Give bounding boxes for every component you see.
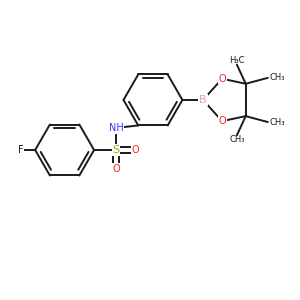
Text: O: O (131, 145, 139, 155)
Text: S: S (112, 145, 120, 155)
Text: O: O (218, 116, 226, 126)
Text: O: O (112, 164, 120, 174)
Text: CH₃: CH₃ (229, 135, 244, 144)
Text: H₃C: H₃C (229, 56, 244, 64)
Text: NH: NH (109, 123, 124, 133)
Text: F: F (18, 145, 23, 155)
Text: B: B (199, 95, 207, 105)
Text: CH₃: CH₃ (269, 118, 285, 127)
Text: CH₃: CH₃ (269, 74, 285, 82)
Text: O: O (218, 74, 226, 84)
